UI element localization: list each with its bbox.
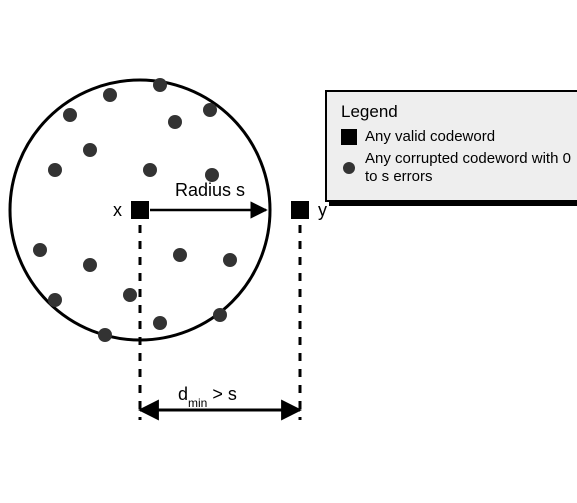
corrupted-codeword-dot xyxy=(153,316,167,330)
codeword-y xyxy=(291,201,309,219)
corrupted-codeword-dot xyxy=(168,115,182,129)
diagram-svg: x y Radius s dmin > s xyxy=(0,0,577,503)
legend-item-text: Any valid codeword xyxy=(365,128,495,146)
corrupted-codeword-dot xyxy=(153,78,167,92)
codeword-label-y: y xyxy=(318,200,327,220)
codeword-label-x: x xyxy=(113,200,122,220)
corrupted-codeword-dot xyxy=(63,108,77,122)
legend-box: Legend Any valid codeword Any corrupted c… xyxy=(325,90,577,202)
corrupted-codeword-dot xyxy=(83,143,97,157)
legend-title: Legend xyxy=(341,102,571,122)
corrupted-codeword-dot xyxy=(173,248,187,262)
corrupted-codeword-dot xyxy=(203,103,217,117)
corrupted-codeword-dot xyxy=(48,293,62,307)
legend-square-icon xyxy=(341,129,357,145)
corrupted-codeword-dot xyxy=(83,258,97,272)
corrupted-codeword-dot xyxy=(98,328,112,342)
legend-item: Any corrupted codeword with 0 to s error… xyxy=(341,150,571,186)
radius-label: Radius s xyxy=(175,180,245,200)
corrupted-codeword-dot xyxy=(103,88,117,102)
dmin-label: dmin > s xyxy=(178,384,237,410)
legend-item-text: Any corrupted codeword with 0 to s error… xyxy=(365,150,571,186)
corrupted-codeword-dot xyxy=(223,253,237,267)
corrupted-codeword-dot xyxy=(33,243,47,257)
corrupted-codeword-dot xyxy=(123,288,137,302)
corrupted-codeword-dot xyxy=(143,163,157,177)
legend-dot-icon xyxy=(343,162,355,174)
corrupted-codeword-dot xyxy=(48,163,62,177)
corrupted-codeword-dot xyxy=(213,308,227,322)
codeword-x xyxy=(131,201,149,219)
legend-item: Any valid codeword xyxy=(341,128,571,146)
